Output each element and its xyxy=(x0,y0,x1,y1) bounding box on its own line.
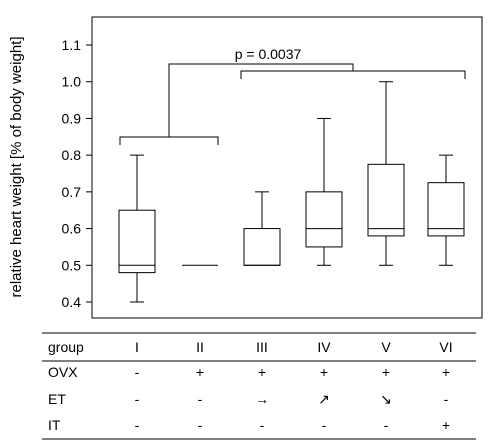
box-VI xyxy=(427,154,465,266)
table-cell: + xyxy=(442,417,450,433)
table-cell: - xyxy=(135,391,140,407)
box-V xyxy=(367,81,405,266)
table-cell: - xyxy=(198,391,203,407)
significance-brackets xyxy=(119,63,466,145)
table-cell: ↘ xyxy=(380,391,392,407)
table-row-label-et: ET xyxy=(48,391,66,407)
table-cell: - xyxy=(135,364,140,380)
y-tick-label: 0.7 xyxy=(62,184,82,200)
table-cell: - xyxy=(135,417,140,433)
table-cell: V xyxy=(381,339,391,355)
table-row-label-it: IT xyxy=(48,417,61,433)
table-cell: ↗ xyxy=(318,391,330,407)
bracket-group-b xyxy=(240,70,466,79)
iqr-box xyxy=(367,163,405,237)
table-cell: - xyxy=(322,417,327,433)
plot-frame xyxy=(91,16,483,319)
iqr-box xyxy=(427,182,465,237)
table-cell: + xyxy=(382,364,390,380)
iqr-box xyxy=(118,209,156,274)
table-cell: VI xyxy=(439,339,452,355)
box-III xyxy=(243,191,281,266)
bracket-connector xyxy=(168,63,354,137)
table-row-label-ovx: OVX xyxy=(48,364,78,380)
y-axis-label: relative heart weight [% of body weight] xyxy=(8,37,25,298)
box-I xyxy=(118,154,156,303)
iqr-box xyxy=(305,191,343,248)
table-cell: III xyxy=(256,339,268,355)
box-IV xyxy=(305,117,343,266)
y-axis: 0.4 0.5 0.6 0.7 0.8 0.9 1.0 1.1 xyxy=(62,37,92,310)
iqr-box xyxy=(243,228,281,266)
table-cell: + xyxy=(320,364,328,380)
table-cell: + xyxy=(442,364,450,380)
y-tick-label: 0.9 xyxy=(62,110,82,126)
table-cell: + xyxy=(196,364,204,380)
table-cell: IV xyxy=(317,339,331,355)
p-value-label: p = 0.0037 xyxy=(235,46,302,62)
table-row-label-group: group xyxy=(48,339,84,355)
y-tick-label: 0.4 xyxy=(62,294,82,310)
table-cell: II xyxy=(196,339,204,355)
table-cell: I xyxy=(135,339,139,355)
y-tick-label: 0.8 xyxy=(62,147,82,163)
table-cell: - xyxy=(198,417,203,433)
table-cell: - xyxy=(260,417,265,433)
table-cell: + xyxy=(258,364,266,380)
table-cell: → xyxy=(255,391,269,407)
y-tick-label: 1.1 xyxy=(62,37,82,53)
box-series xyxy=(118,81,465,303)
table-cell: - xyxy=(444,391,449,407)
y-tick-label: 1.0 xyxy=(62,74,82,90)
y-tick-label: 0.5 xyxy=(62,257,82,273)
y-tick-label: 0.6 xyxy=(62,221,82,237)
table-cell: - xyxy=(384,417,389,433)
bracket-group-a xyxy=(119,136,219,145)
